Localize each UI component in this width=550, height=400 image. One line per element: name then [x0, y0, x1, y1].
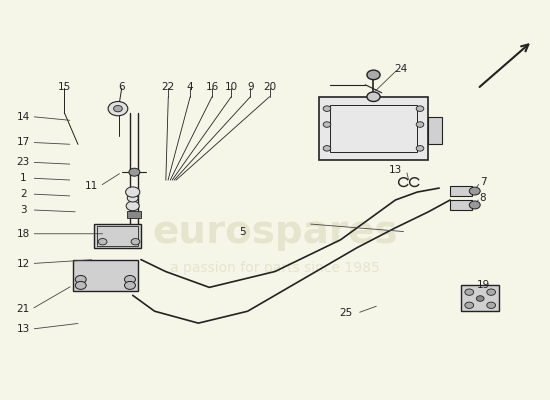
Text: 5: 5 [239, 227, 245, 237]
Bar [461, 286, 499, 311]
Text: 25: 25 [339, 308, 353, 318]
Text: 13: 13 [389, 165, 402, 175]
Circle shape [476, 296, 484, 301]
Circle shape [113, 106, 122, 112]
Bar [428, 116, 442, 144]
Text: 8: 8 [480, 193, 486, 203]
Circle shape [465, 289, 474, 295]
Bar [450, 186, 472, 196]
Circle shape [75, 282, 86, 289]
Text: 13: 13 [16, 324, 30, 334]
Text: eurospares: eurospares [152, 213, 398, 251]
Circle shape [323, 122, 331, 127]
Circle shape [367, 70, 380, 80]
Text: 16: 16 [206, 82, 219, 92]
Text: 9: 9 [247, 82, 254, 92]
Text: 11: 11 [85, 181, 98, 191]
Circle shape [469, 201, 480, 209]
Text: 6: 6 [118, 82, 125, 92]
Bar [329, 105, 417, 152]
Circle shape [323, 106, 331, 112]
Circle shape [131, 238, 140, 245]
Circle shape [124, 276, 135, 284]
Bar [450, 200, 472, 210]
Text: 20: 20 [263, 82, 276, 92]
Text: 19: 19 [476, 280, 490, 290]
Circle shape [108, 102, 128, 116]
Bar [127, 211, 141, 218]
Circle shape [469, 187, 480, 195]
Text: 21: 21 [16, 304, 30, 314]
Circle shape [75, 276, 86, 284]
Text: 3: 3 [20, 205, 26, 215]
Text: 7: 7 [480, 177, 486, 187]
Bar [319, 97, 428, 160]
Text: 12: 12 [16, 258, 30, 268]
Text: 1: 1 [20, 173, 26, 183]
Text: 23: 23 [16, 157, 30, 167]
Text: 18: 18 [16, 229, 30, 239]
Text: 17: 17 [16, 138, 30, 148]
Circle shape [416, 106, 424, 112]
Circle shape [416, 146, 424, 151]
Circle shape [465, 302, 474, 308]
Text: 24: 24 [394, 64, 408, 74]
Bar [73, 260, 138, 291]
Text: a passion for parts since 1985: a passion for parts since 1985 [170, 260, 380, 274]
Bar [95, 224, 141, 248]
Circle shape [129, 168, 140, 176]
Text: 22: 22 [162, 82, 175, 92]
Circle shape [125, 187, 140, 197]
Circle shape [126, 201, 139, 211]
Circle shape [124, 282, 135, 289]
Text: 4: 4 [187, 82, 194, 92]
Circle shape [367, 92, 380, 102]
Text: 2: 2 [20, 189, 26, 199]
Circle shape [127, 194, 138, 202]
Circle shape [416, 122, 424, 127]
Text: 10: 10 [224, 82, 238, 92]
Bar [97, 226, 138, 246]
Circle shape [98, 238, 107, 245]
Circle shape [323, 146, 331, 151]
Text: 14: 14 [16, 112, 30, 122]
Text: 15: 15 [58, 82, 71, 92]
Circle shape [487, 302, 496, 308]
Circle shape [487, 289, 496, 295]
